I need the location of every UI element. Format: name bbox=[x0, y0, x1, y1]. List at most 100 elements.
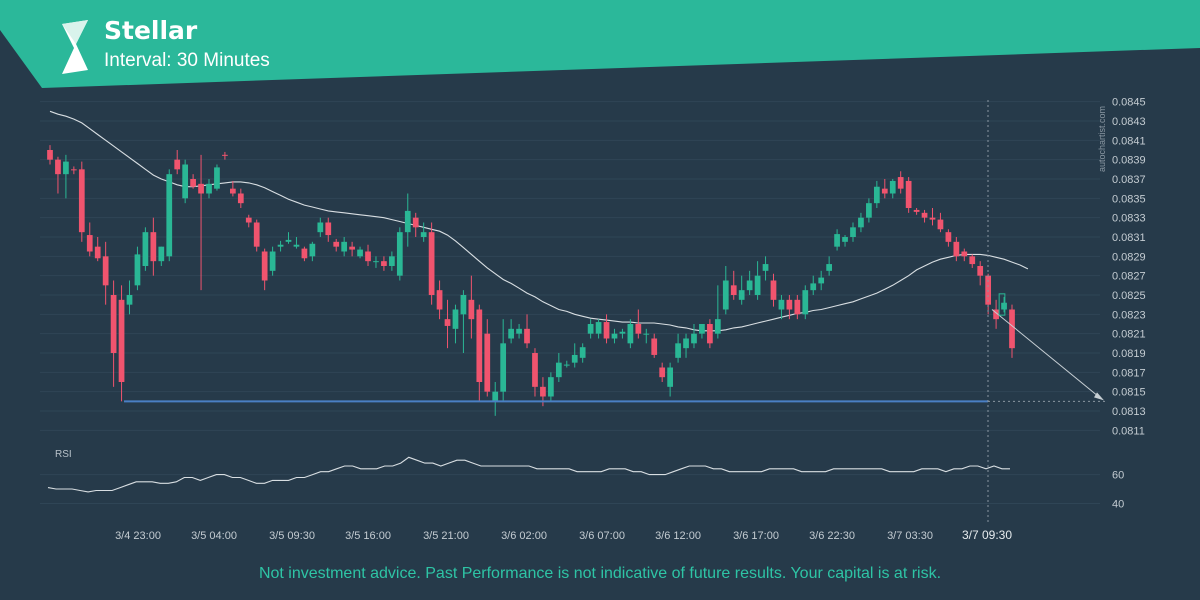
candle-body bbox=[834, 234, 840, 247]
candle-body bbox=[603, 322, 610, 339]
price-tick-label: 0.0833 bbox=[1112, 213, 1146, 225]
candle-body bbox=[683, 338, 689, 349]
candle-body bbox=[428, 232, 435, 295]
candle-body bbox=[373, 261, 379, 263]
candle bbox=[47, 145, 53, 165]
candle-body bbox=[245, 217, 252, 223]
candle bbox=[492, 382, 499, 416]
candle-body bbox=[404, 210, 411, 233]
candle-body bbox=[563, 364, 570, 366]
time-tick-label: 3/5 16:00 bbox=[345, 530, 391, 542]
candle-body bbox=[516, 328, 522, 334]
chart-overlays bbox=[124, 100, 1105, 522]
candle bbox=[603, 314, 610, 344]
candle bbox=[55, 156, 61, 194]
candle-body bbox=[229, 188, 236, 194]
candle bbox=[245, 214, 252, 228]
candle-body bbox=[198, 183, 204, 194]
header-banner bbox=[0, 0, 1200, 88]
candle bbox=[381, 256, 387, 271]
candle bbox=[714, 285, 721, 339]
candle bbox=[555, 353, 562, 382]
candle-body bbox=[484, 333, 491, 392]
candle bbox=[659, 362, 666, 382]
time-tick-label: 3/6 12:00 bbox=[655, 530, 701, 542]
candle bbox=[404, 193, 411, 247]
candle bbox=[746, 270, 753, 295]
candle-body bbox=[412, 217, 419, 228]
watermark: autochartist.com bbox=[1097, 105, 1107, 172]
price-tick-label: 0.0841 bbox=[1112, 135, 1146, 147]
price-axis: 0.0845 0.0843 0.0841 0.0839 0.0837 0.0835 0.08… bbox=[1112, 97, 1146, 438]
candle bbox=[786, 295, 793, 320]
candle bbox=[412, 212, 419, 237]
candle-body bbox=[969, 256, 976, 265]
candle-body bbox=[778, 299, 785, 310]
candle-body bbox=[301, 248, 308, 259]
candle-body bbox=[730, 285, 737, 295]
candle bbox=[587, 319, 594, 339]
candle bbox=[150, 217, 157, 276]
candle-body bbox=[881, 188, 888, 194]
forecast-arrowhead bbox=[1094, 392, 1104, 401]
time-tick-label: 3/5 21:00 bbox=[423, 530, 469, 542]
candle bbox=[754, 261, 761, 300]
candle bbox=[858, 212, 864, 233]
candle-body bbox=[1001, 302, 1007, 310]
candle-body bbox=[182, 164, 189, 199]
price-tick-label: 0.0835 bbox=[1112, 193, 1146, 205]
candle bbox=[309, 241, 316, 262]
candle bbox=[595, 319, 602, 339]
candle bbox=[500, 319, 507, 402]
candle-body bbox=[770, 280, 777, 300]
candle bbox=[484, 319, 491, 397]
candle-body bbox=[381, 261, 387, 266]
candle bbox=[222, 151, 228, 160]
candle-body bbox=[587, 324, 594, 334]
price-tick-label: 0.0827 bbox=[1112, 271, 1146, 283]
candle-body bbox=[285, 239, 292, 242]
candle-body bbox=[110, 295, 117, 353]
disclaimer: Not investment advice. Past Performance … bbox=[258, 565, 942, 582]
time-tick-label: 3/5 09:30 bbox=[269, 530, 315, 542]
candle-body bbox=[86, 235, 93, 252]
candle bbox=[198, 154, 204, 291]
candle bbox=[889, 179, 896, 199]
candle bbox=[675, 333, 681, 363]
candle bbox=[993, 299, 999, 329]
candle-body bbox=[826, 264, 833, 271]
candle bbox=[778, 295, 785, 320]
candle-body bbox=[762, 264, 769, 271]
candle-body bbox=[190, 179, 196, 187]
candle-body bbox=[714, 319, 721, 334]
candle bbox=[78, 161, 85, 242]
moving-average-line bbox=[49, 110, 1029, 332]
price-tick-label: 0.0819 bbox=[1112, 348, 1146, 360]
candle bbox=[516, 324, 522, 339]
candle bbox=[420, 222, 427, 242]
candle-body bbox=[579, 347, 586, 358]
candle-body bbox=[921, 212, 928, 218]
candle-body bbox=[858, 217, 864, 228]
candle-body bbox=[333, 241, 340, 247]
candle bbox=[373, 256, 379, 268]
price-tick-label: 0.0821 bbox=[1112, 329, 1146, 341]
time-tick-label: 3/6 17:00 bbox=[733, 530, 779, 542]
candle bbox=[253, 219, 260, 252]
candle bbox=[269, 246, 276, 276]
candle-body bbox=[206, 183, 212, 194]
candle-body bbox=[643, 333, 650, 335]
candle bbox=[913, 208, 920, 215]
candle-body bbox=[142, 232, 149, 266]
candle bbox=[834, 229, 840, 251]
candle bbox=[508, 319, 514, 344]
candle bbox=[476, 304, 483, 402]
candle bbox=[802, 285, 809, 320]
candle-body bbox=[317, 222, 324, 233]
candle-body bbox=[953, 241, 960, 257]
candle-body bbox=[699, 324, 705, 334]
time-tick-label: 3/6 07:00 bbox=[579, 530, 625, 542]
candle bbox=[444, 299, 451, 349]
candle bbox=[325, 217, 332, 242]
